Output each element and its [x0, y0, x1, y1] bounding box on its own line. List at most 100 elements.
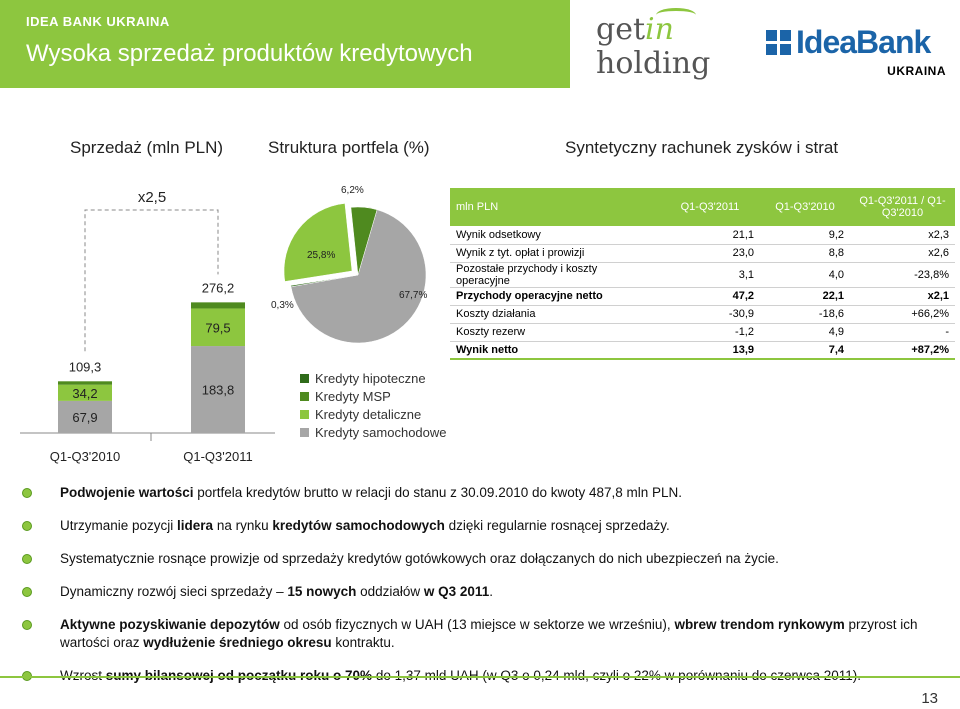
getin-logo-text-holding: holding	[596, 46, 711, 81]
bullet-text-run: do 1,37 mld UAH (w Q3 o 0,24 mld, czyli …	[372, 668, 861, 683]
bullet-text-run: Dynamiczny rozwój sieci sprzedaży –	[60, 584, 288, 599]
ideabank-mark-icon	[766, 30, 792, 56]
bullet-text-run: wydłużenie średniego okresu	[143, 635, 332, 650]
bullet-icon	[22, 554, 32, 564]
pie-slice	[290, 209, 427, 344]
bar-segment-label: 34,2	[72, 386, 97, 401]
bullet-item: Wzrost sumy bilansowej od początku roku …	[22, 667, 942, 685]
bullet-icon	[22, 488, 32, 498]
slide-title: Wysoka sprzedaż produktów kredytowych	[26, 40, 473, 67]
legend-label: Kredyty hipoteczne	[315, 370, 426, 386]
table-cell: -23,8%	[850, 262, 955, 288]
bar-segment	[58, 400, 112, 433]
bullet-text-run: od osób fizycznych w UAH (13 miejsce w s…	[279, 617, 675, 632]
bar-segment	[191, 346, 245, 433]
bar-segment-label: 67,9	[72, 410, 97, 425]
bullet-list: Podwojenie wartości portfela kredytów br…	[22, 484, 942, 700]
table-cell: x2,1	[850, 287, 955, 306]
table-cell: -30,9	[660, 305, 760, 324]
table-header-row: mln PLN Q1-Q3'2011 Q1-Q3'2010 Q1-Q3'2011…	[450, 188, 955, 226]
table-row: Wynik z tyt. opłat i prowizji 23,0 8,8 x2,6	[450, 244, 955, 263]
table-cell: +87,2%	[850, 341, 955, 360]
bullet-text-run: sumy bilansowej od początku roku o 70%	[106, 668, 372, 683]
table-cell: -	[850, 323, 955, 342]
pie-slice-label: 0,3%	[271, 300, 294, 311]
legend-item: Kredyty samochodowe	[300, 423, 447, 441]
footer-divider	[0, 676, 960, 678]
table-cell: Wynik netto	[450, 341, 660, 360]
table-row: Wynik odsetkowy 21,1 9,2 x2,3	[450, 226, 955, 245]
table-cell: 7,4	[760, 341, 850, 360]
bullet-text-run: 15 nowych	[287, 584, 357, 599]
bar-total-label: 276,2	[202, 280, 235, 295]
table-cell: x2,3	[850, 226, 955, 245]
bullet-text-run: lidera	[177, 518, 214, 533]
legend-label: Kredyty MSP	[315, 388, 391, 404]
bullet-item: Aktywne pozyskiwanie depozytów od osób f…	[22, 616, 942, 652]
table-cell: x2,6	[850, 244, 955, 263]
bullet-text-run: na rynku	[213, 518, 273, 533]
table-row: Koszty rezerw -1,2 4,9-	[450, 323, 955, 342]
bullet-text-run: Wzrost	[60, 668, 106, 683]
table-cell: -1,2	[660, 323, 760, 342]
bullet-text-run: przyrost ich wartości oraz	[60, 617, 918, 650]
legend-item: Kredyty hipoteczne	[300, 369, 447, 387]
table-cell: 22,1	[760, 287, 850, 306]
bullet-item: Systematycznie rosnące prowizje od sprze…	[22, 550, 942, 568]
pie-slice-label: 6,2%	[341, 185, 364, 196]
legend-label: Kredyty samochodowe	[315, 424, 447, 440]
bullet-item: Podwojenie wartości portfela kredytów br…	[22, 484, 942, 502]
pie-slice-label: 67,7%	[399, 290, 427, 301]
table-cell: 9,2	[760, 226, 850, 245]
x-tick-label: Q1-Q3'2011	[183, 449, 252, 464]
bar-segment	[191, 308, 245, 347]
bullet-text-run: oddziałów	[356, 584, 424, 599]
pie-slice	[290, 274, 359, 288]
pie-slice-label: 25,8%	[307, 250, 335, 261]
bullet-text-run: portfela kredytów brutto w relacji do st…	[193, 485, 683, 500]
legend-swatch	[300, 409, 309, 419]
growth-bracket	[84, 209, 219, 352]
legend-swatch	[300, 373, 309, 383]
table-header-cell: Q1-Q3'2010	[760, 188, 850, 226]
ideabank-logo-text: IdeaBank	[796, 24, 931, 60]
table-cell: +66,2%	[850, 305, 955, 324]
table-cell: 21,1	[660, 226, 760, 245]
bar-segment	[58, 384, 112, 401]
legend-item: Kredyty detaliczne	[300, 405, 447, 423]
table-header-cell: Q1-Q3'2011	[660, 188, 760, 226]
bar-segment	[58, 381, 112, 385]
table-cell: 4,9	[760, 323, 850, 342]
legend-label: Kredyty detaliczne	[315, 406, 422, 422]
getin-holding-logo: getin holding	[596, 8, 746, 81]
bullet-text-run: Aktywne pozyskiwanie depozytów	[60, 617, 280, 632]
bullet-icon	[22, 587, 32, 597]
portfolio-section-title: Struktura portfela (%)	[268, 138, 430, 157]
bullet-text: Systematycznie rosnące prowizje od sprze…	[60, 550, 779, 568]
bullet-text: Dynamiczny rozwój sieci sprzedaży – 15 n…	[60, 583, 493, 601]
table-row: Koszty działania -30,9 -18,6 +66,2%	[450, 305, 955, 324]
table-cell: 47,2	[660, 287, 760, 306]
table-header-cell: mln PLN	[450, 188, 660, 226]
table-cell: Koszty rezerw	[450, 323, 660, 342]
bullet-text-run: Systematycznie rosnące prowizje od sprze…	[60, 551, 779, 566]
table-cell: 8,8	[760, 244, 850, 263]
legend-item: Kredyty MSP	[300, 387, 447, 405]
table-cell: 23,0	[660, 244, 760, 263]
bullet-text: Utrzymanie pozycji lidera na rynku kredy…	[60, 517, 670, 535]
bullet-icon	[22, 521, 32, 531]
pie-legend: Kredyty hipoteczne Kredyty MSP Kredyty d…	[300, 369, 447, 441]
pl-section-title: Syntetyczny rachunek zysków i strat	[565, 138, 839, 157]
ideabank-logo-sub: UKRAINA	[887, 64, 946, 78]
ideabank-logo: IdeaBank UKRAINA	[766, 24, 952, 84]
bullet-text-run: w Q3 2011	[423, 584, 490, 599]
bullet-text-run: Podwojenie wartości	[60, 485, 194, 500]
header-banner: IDEA BANK UKRAINA Wysoka sprzedaż produk…	[0, 0, 570, 88]
bullet-icon	[22, 620, 32, 630]
pl-table: mln PLN Q1-Q3'2011 Q1-Q3'2010 Q1-Q3'2011…	[450, 188, 955, 360]
bullet-item: Dynamiczny rozwój sieci sprzedaży – 15 n…	[22, 583, 942, 601]
legend-swatch	[300, 427, 309, 437]
sales-bar-chart: 67,9 34,2 109,3 Q1-Q3'2010 183,8 79,5 276,2 Q1-…	[20, 189, 275, 464]
bullet-text-run: kontraktu.	[331, 635, 395, 650]
bar-total-label: 109,3	[69, 359, 102, 374]
